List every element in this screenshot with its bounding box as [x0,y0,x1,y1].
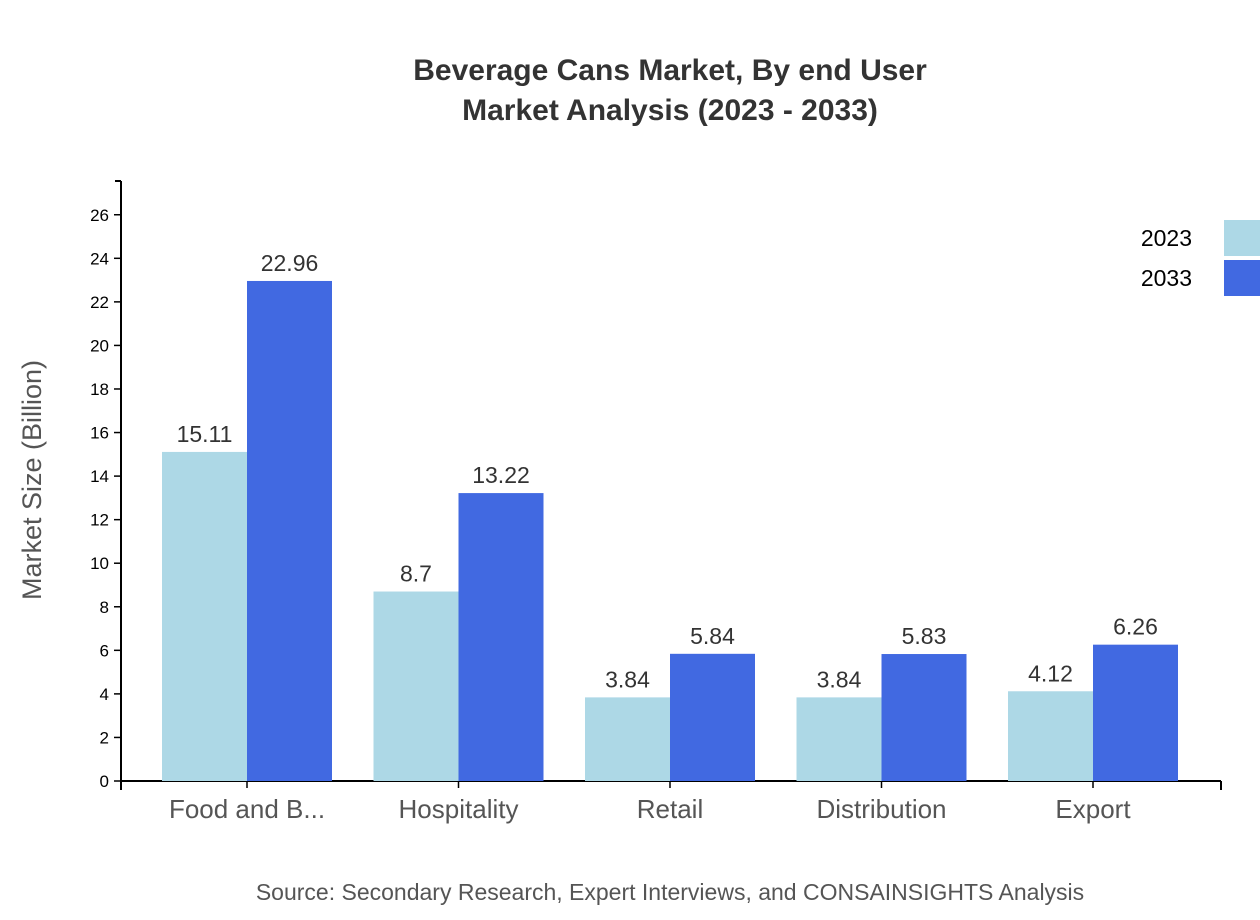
x-tick-label: Export [1055,794,1131,824]
legend-label: 2023 [1141,225,1192,251]
chart-title-line-2: Market Analysis (2023 - 2033) [462,94,878,127]
y-tick-label: 8 [100,598,109,617]
bar-2023 [1008,691,1093,781]
x-tick-label: Retail [637,794,703,824]
data-label: 3.84 [817,666,862,692]
data-label: 4.12 [1028,660,1073,686]
x-tick-label: Distribution [816,794,946,824]
data-label: 6.26 [1113,614,1158,640]
legend-label: 2033 [1141,265,1192,291]
data-label: 15.11 [177,421,233,447]
x-tick-label: Hospitality [399,794,519,824]
source-note: Source: Secondary Research, Expert Inter… [256,879,1084,905]
legend-swatch [1224,260,1260,296]
data-label: 13.22 [472,462,530,488]
data-label: 5.83 [902,623,947,649]
y-tick-label: 10 [90,554,109,573]
data-label: 5.84 [690,623,735,649]
y-tick-label: 2 [100,728,109,747]
y-tick-label: 6 [100,641,109,660]
x-axis: Food and B... Hospitality Retail Distributi… [120,780,1222,824]
bar-2023 [796,697,882,781]
y-tick-label: 18 [90,380,109,399]
y-tick-label: 14 [90,467,109,486]
y-tick-label: 0 [100,772,109,791]
bar-2033 [1093,644,1178,781]
data-label: 8.7 [400,561,432,587]
data-label: 22.96 [261,250,319,276]
y-tick-label: 22 [90,293,109,312]
bar-2023 [585,697,670,781]
chart-title-line-1: Beverage Cans Market, By end User [413,54,927,87]
legend-swatch [1224,220,1260,256]
y-tick-label: 24 [90,249,109,268]
y-tick-label: 16 [90,424,109,443]
y-tick-label: 20 [90,336,109,355]
y-axis-label: Market Size (Billion) [17,360,47,600]
y-tick-label: 4 [100,685,109,704]
legend: 2023 2033 [1141,220,1260,296]
y-tick-label: 26 [90,206,109,225]
bar-2033 [247,280,332,781]
y-tick-label: 12 [90,511,109,530]
bar-2033 [881,654,967,781]
bar-2033 [670,653,755,781]
data-label: 3.84 [605,666,650,692]
x-tick-label: Food and B... [169,794,325,824]
bars: 15.11 22.96 8.7 13.22 3.84 5.84 3.84 5.83 4.12 6.… [162,250,1178,781]
bar-2033 [458,493,544,781]
bar-2023 [162,451,247,781]
bar-2023 [373,591,459,781]
